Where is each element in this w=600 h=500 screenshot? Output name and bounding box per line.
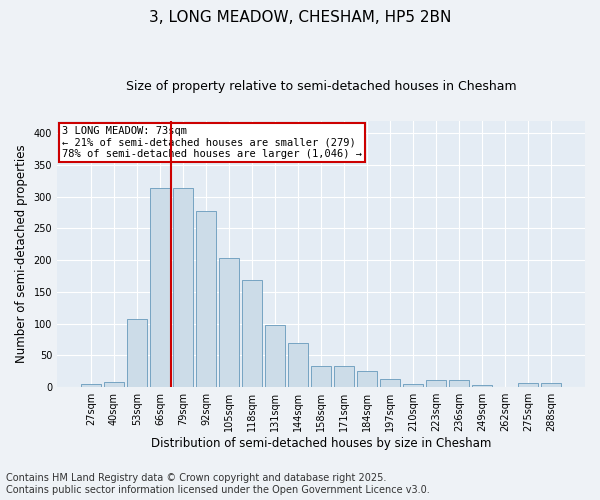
Bar [311, 366, 331, 387]
Bar [427, 380, 446, 387]
Bar [380, 379, 400, 387]
Bar [196, 210, 216, 387]
Bar [288, 344, 308, 387]
Bar [104, 382, 124, 387]
Bar [472, 385, 492, 387]
Bar [403, 384, 423, 387]
Bar [81, 384, 101, 387]
X-axis label: Distribution of semi-detached houses by size in Chesham: Distribution of semi-detached houses by … [151, 437, 491, 450]
Bar [173, 188, 193, 387]
Bar [219, 258, 239, 387]
Bar [150, 188, 170, 387]
Text: 3 LONG MEADOW: 73sqm
← 21% of semi-detached houses are smaller (279)
78% of semi: 3 LONG MEADOW: 73sqm ← 21% of semi-detac… [62, 126, 362, 159]
Bar [541, 384, 561, 387]
Text: Contains HM Land Registry data © Crown copyright and database right 2025.
Contai: Contains HM Land Registry data © Crown c… [6, 474, 430, 495]
Bar [518, 384, 538, 387]
Bar [357, 371, 377, 387]
Title: Size of property relative to semi-detached houses in Chesham: Size of property relative to semi-detach… [126, 80, 517, 93]
Bar [242, 280, 262, 387]
Bar [334, 366, 354, 387]
Y-axis label: Number of semi-detached properties: Number of semi-detached properties [15, 144, 28, 363]
Bar [265, 325, 285, 387]
Bar [127, 318, 146, 387]
Bar [449, 380, 469, 387]
Text: 3, LONG MEADOW, CHESHAM, HP5 2BN: 3, LONG MEADOW, CHESHAM, HP5 2BN [149, 10, 451, 25]
